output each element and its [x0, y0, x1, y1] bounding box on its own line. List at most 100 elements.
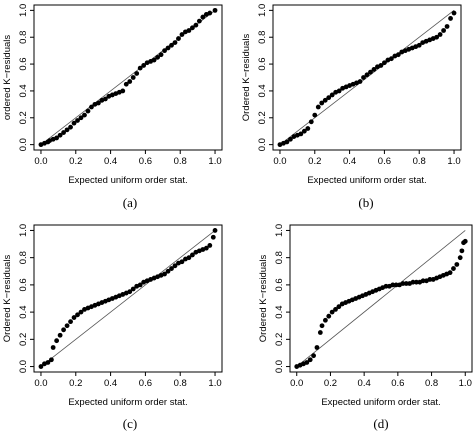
- data-point: [395, 52, 401, 58]
- x-tick-label: 0.6: [139, 378, 152, 389]
- x-tick-label: 1.0: [447, 156, 460, 167]
- data-point: [162, 271, 167, 277]
- data-point: [308, 119, 314, 125]
- data-point: [127, 79, 133, 84]
- data-point: [315, 104, 321, 110]
- data-point: [49, 357, 54, 363]
- data-point: [186, 28, 192, 33]
- data-point: [451, 10, 457, 16]
- data-point: [444, 24, 450, 29]
- x-tick-label: 0.0: [290, 378, 303, 389]
- plot-frame: [289, 224, 473, 373]
- data-point: [89, 104, 94, 110]
- data-point: [179, 32, 185, 37]
- data-point: [169, 266, 174, 271]
- y-tick-label: 0.0: [18, 138, 29, 151]
- y-tick-label: 0.4: [18, 84, 29, 97]
- data-point: [78, 309, 84, 315]
- x-tick-label: 0.6: [139, 156, 152, 167]
- panel-b: 0.0 0.2 0.4 0.6 0.8 1.0 0.0 0.2 0.4 0.6 0.8 1.0 Expe…: [241, 4, 462, 210]
- panel-c: 0.0 0.2 0.4 0.6 0.8 1.0 0.0 0.2 0.4 0.6 0.8 1.0 Expe…: [2, 224, 223, 431]
- data-point: [130, 286, 136, 292]
- data-point: [134, 71, 140, 76]
- x-tick-label: 0.8: [174, 156, 187, 167]
- data-point: [434, 34, 440, 40]
- data-point: [127, 289, 133, 295]
- data-point: [71, 120, 77, 126]
- data-point: [382, 60, 387, 66]
- data-point: [288, 136, 293, 142]
- data-point: [186, 255, 192, 261]
- x-axis-label: Expected uniform order stat.: [321, 397, 440, 408]
- data-point: [179, 259, 185, 265]
- data-point: [45, 360, 51, 365]
- y-tick-label: 0.2: [257, 111, 268, 124]
- y-tick-label: 0.8: [274, 251, 285, 264]
- reference-line: [279, 10, 455, 145]
- data-point: [393, 282, 399, 288]
- data-point: [416, 42, 422, 48]
- data-point: [413, 279, 419, 285]
- data-point: [210, 234, 216, 240]
- data-point: [151, 57, 157, 63]
- data-point: [176, 36, 181, 41]
- panel-a: 0.0 0.2 0.4 0.6 0.8 1.0 0.0 0.2 0.4 0.6 0.8 1.0 Expe…: [2, 4, 223, 210]
- data-point: [54, 338, 60, 344]
- y-tick-label: 0.2: [274, 333, 285, 346]
- y-tick-label: 0.0: [257, 138, 268, 151]
- data-point: [371, 67, 377, 72]
- data-point: [75, 118, 80, 123]
- data-point: [329, 309, 335, 315]
- y-tick-label: 1.0: [18, 4, 29, 17]
- x-tick-label: 0.6: [391, 378, 404, 389]
- data-point: [336, 304, 342, 310]
- data-point: [68, 319, 73, 325]
- panel-caption: (c): [123, 416, 137, 431]
- y-tick-label: 0.6: [274, 278, 285, 291]
- data-point: [207, 10, 213, 16]
- data-point: [319, 323, 325, 329]
- data-point: [102, 96, 108, 102]
- data-point: [361, 75, 366, 80]
- data-point: [172, 263, 178, 269]
- data-point: [120, 88, 126, 94]
- data-point: [68, 124, 73, 130]
- data-point: [203, 245, 209, 251]
- data-point: [420, 278, 426, 284]
- x-tick-label: 0.6: [378, 156, 391, 167]
- data-point: [200, 14, 206, 20]
- data-point: [400, 281, 406, 286]
- data-point: [155, 54, 160, 60]
- reference-line: [296, 230, 466, 367]
- y-tick-label: 1.0: [18, 224, 29, 237]
- x-tick-label: 0.8: [413, 156, 426, 167]
- y-axis-label: ordered K−residuals: [2, 35, 13, 121]
- y-tick-label: 0.8: [18, 251, 29, 264]
- y-tick-label: 0.8: [18, 31, 29, 44]
- data-point: [390, 282, 396, 288]
- x-tick-label: 0.4: [358, 378, 371, 389]
- data-point: [137, 65, 143, 71]
- x-axis-label: Expected uniform order stat.: [307, 175, 426, 186]
- data-point: [304, 360, 310, 365]
- x-tick-label: 0.2: [308, 156, 321, 167]
- data-point: [57, 332, 63, 338]
- data-point: [158, 52, 164, 58]
- y-axis-label: Ordered K−residuals: [2, 255, 13, 343]
- x-axis-label: Expected uniform order stat.: [68, 397, 187, 408]
- y-tick-label: 0.6: [257, 57, 268, 70]
- data-point: [75, 312, 80, 318]
- x-tick-label: 1.0: [459, 378, 472, 389]
- y-tick-label: 0.8: [257, 31, 268, 44]
- plot-frame: [33, 224, 223, 373]
- data-point: [388, 56, 394, 62]
- data-point: [165, 268, 171, 274]
- y-tick-label: 0.4: [274, 306, 285, 319]
- x-axis-label: Expected uniform order stat.: [68, 175, 187, 186]
- y-tick-label: 0.0: [274, 360, 285, 373]
- data-point: [410, 279, 416, 285]
- x-tick-label: 0.2: [69, 378, 82, 389]
- data-point: [462, 238, 468, 244]
